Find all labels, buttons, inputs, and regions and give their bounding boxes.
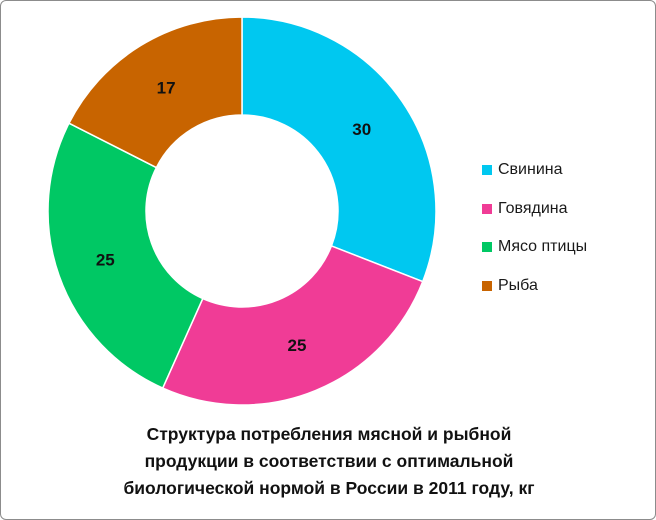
- legend-label-poultry: Мясо птицы: [498, 238, 588, 256]
- legend-label-pork: Свинина: [498, 161, 563, 179]
- legend-swatch-pork: [482, 165, 492, 176]
- legend-item-pork: Свинина: [482, 151, 652, 190]
- data-label-pork: 30: [352, 120, 371, 139]
- chart-title-line-1: Структура потребления мясной и рыбной: [146, 424, 512, 444]
- legend-item-poultry: Мясо птицы: [482, 228, 652, 267]
- chart-title-line-3: биологической нормой в России в 2011 год…: [123, 478, 535, 498]
- chart-title-line-2: продукции в соответствии с оптимальной: [144, 451, 514, 471]
- legend-item-fish: Рыба: [482, 267, 652, 306]
- legend-item-beef: Говядина: [482, 190, 652, 229]
- legend: Свинина Говядина Мясо птицы Рыба: [482, 151, 652, 305]
- legend-label-fish: Рыба: [498, 276, 538, 294]
- donut-slice-beef: [161, 244, 424, 406]
- legend-label-beef: Говядина: [498, 199, 568, 217]
- legend-swatch-fish: [482, 280, 492, 291]
- data-label-fish: 17: [157, 78, 176, 97]
- donut-slice-fish: [67, 16, 243, 169]
- chart-title: Структура потребления мясной и рыбной пр…: [41, 421, 617, 502]
- donut-slice-poultry: [47, 122, 204, 390]
- legend-swatch-poultry: [482, 242, 492, 253]
- legend-swatch-beef: [482, 203, 492, 214]
- data-label-beef: 25: [287, 336, 306, 355]
- donut-slice-pork: [241, 16, 437, 283]
- data-label-poultry: 25: [96, 250, 115, 269]
